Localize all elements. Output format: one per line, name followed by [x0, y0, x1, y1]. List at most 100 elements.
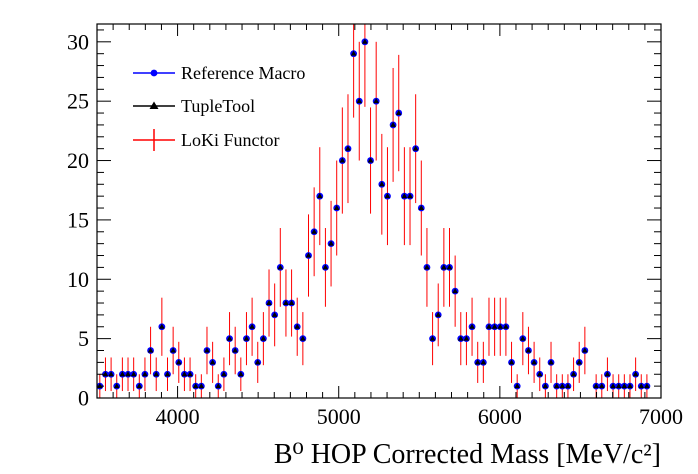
data-point — [181, 357, 188, 392]
tupletool-marker — [638, 383, 645, 389]
tupletool-marker — [130, 371, 137, 377]
data-point — [361, 24, 369, 107]
data-point — [553, 374, 561, 398]
data-point — [541, 374, 549, 398]
y-tick-label: 0 — [78, 386, 89, 411]
data-point — [519, 312, 527, 366]
data-point — [158, 297, 166, 356]
y-tick-label: 15 — [67, 207, 89, 232]
data-point — [259, 312, 267, 366]
data-point — [254, 341, 262, 383]
data-point — [412, 94, 420, 204]
tupletool-marker — [192, 383, 199, 389]
data-point — [485, 297, 493, 356]
legend-entry-loki-functor: LoKi Functor — [133, 129, 280, 151]
data-point — [282, 269, 290, 337]
x-tick-label: 7000 — [639, 404, 683, 429]
data-point — [265, 269, 273, 337]
data-point — [479, 341, 487, 383]
data-point — [333, 160, 341, 256]
legend-marker-reference-macro — [150, 69, 158, 77]
data-point — [440, 228, 448, 307]
tupletool-marker — [102, 371, 109, 377]
tupletool-marker — [553, 383, 560, 389]
x-tick-label: 4000 — [156, 404, 200, 429]
data-point — [322, 228, 329, 307]
data-point — [384, 147, 391, 246]
tupletool-marker — [401, 193, 408, 199]
data-point — [288, 269, 295, 337]
data-point — [463, 312, 470, 366]
data-point — [502, 297, 510, 356]
data-point — [615, 374, 623, 398]
tupletool-marker — [570, 371, 577, 377]
tupletool-marker — [525, 347, 532, 353]
tupletool-marker — [598, 383, 605, 389]
data-point — [451, 255, 459, 327]
tupletool-marker — [316, 193, 323, 199]
data-point — [417, 160, 425, 256]
data-point — [372, 41, 380, 161]
data-point — [468, 297, 476, 356]
tupletool-marker — [221, 371, 227, 377]
tupletool-marker — [232, 347, 238, 353]
tupletool-marker — [142, 371, 148, 377]
tupletool-marker — [164, 371, 171, 377]
tupletool-marker — [412, 145, 419, 151]
data-point — [434, 283, 442, 347]
tupletool-marker — [187, 371, 193, 377]
data-point — [367, 107, 374, 214]
data-point — [598, 374, 606, 398]
data-point — [113, 374, 121, 398]
tupletool-marker — [491, 323, 498, 329]
tupletool-marker — [215, 383, 222, 389]
tupletool-marker — [548, 359, 554, 365]
tupletool-marker — [424, 264, 430, 270]
data-point — [209, 341, 217, 383]
tupletool-marker — [582, 347, 588, 353]
data-point — [192, 374, 200, 398]
legend-entry-reference-macro: Reference Macro — [133, 63, 305, 83]
tupletool-marker — [452, 288, 458, 294]
tupletool-marker — [644, 383, 650, 389]
tupletool-marker — [610, 383, 616, 389]
tupletool-marker — [339, 157, 346, 163]
tupletool-marker — [542, 383, 549, 389]
data-point — [231, 326, 239, 375]
data-point — [637, 374, 645, 398]
tupletool-marker — [469, 323, 475, 329]
data-point — [124, 357, 132, 392]
x-tick-labels: 4000 5000 6000 7000 — [156, 404, 683, 429]
tupletool-marker — [136, 383, 143, 389]
tupletool-marker — [514, 383, 520, 389]
tupletool-marker — [204, 347, 210, 353]
tupletool-marker — [119, 371, 126, 377]
data-point — [513, 374, 521, 398]
tupletool-marker — [254, 359, 261, 365]
legend-label-reference-macro: Reference Macro — [181, 63, 305, 83]
tupletool-marker — [379, 181, 385, 187]
tupletool-marker — [170, 347, 176, 353]
tupletool-marker — [260, 335, 267, 341]
data-point — [525, 326, 532, 375]
tupletool-marker — [621, 383, 628, 389]
tupletool-marker — [288, 300, 295, 306]
tupletool-marker — [367, 157, 374, 163]
tupletool-marker — [209, 359, 216, 365]
tupletool-marker — [486, 323, 492, 329]
data-point — [558, 374, 566, 398]
y-tick-label: 10 — [67, 267, 89, 292]
data-point — [164, 357, 171, 392]
tupletool-marker — [508, 359, 515, 365]
plot-frame — [96, 23, 662, 399]
tupletool-marker — [632, 371, 639, 377]
tupletool-marker — [333, 205, 340, 211]
data-point — [344, 94, 352, 204]
tupletool-marker — [418, 205, 425, 211]
data-point — [575, 341, 583, 383]
tupletool-marker — [446, 264, 453, 270]
tupletool-marker — [108, 371, 114, 377]
tupletool-marker — [503, 323, 509, 329]
